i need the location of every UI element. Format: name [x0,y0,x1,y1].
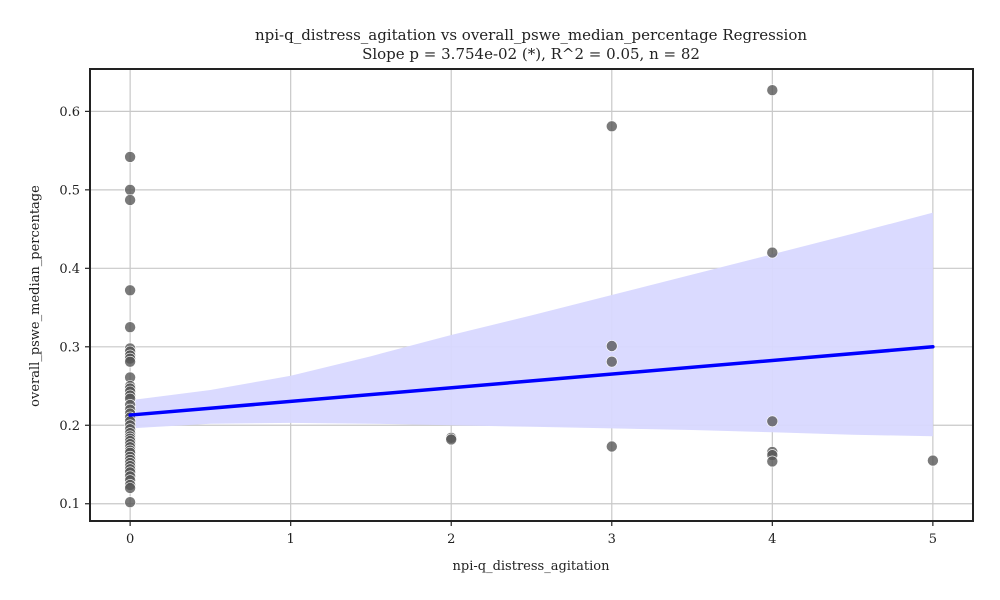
x-tick-label: 2 [447,532,455,547]
data-point [124,496,136,509]
data-point [605,340,618,352]
data-point [605,120,618,133]
data-point [445,433,458,446]
data-point [124,284,136,297]
y-tick-label: 0.6 [59,105,80,120]
x-tick-label: 5 [929,532,937,547]
data-point [124,194,136,206]
data-point [766,84,779,96]
data-point [605,440,618,453]
y-tick-label: 0.3 [59,340,80,355]
chart-subtitle: Slope p = 3.754e-02 (*), R^2 = 0.05, n =… [362,45,700,63]
x-axis-ticks: 0 1 2 3 4 5 [126,521,937,547]
data-point [124,355,136,368]
y-tick-label: 0.2 [59,419,80,434]
data-point [927,454,939,467]
plot-frame [89,68,974,522]
data-point [766,415,779,428]
chart-title: npi-q_distress_agitation vs overall_pswe… [255,26,807,44]
data-point [766,455,779,468]
x-axis-label: npi-q_distress_agitation [453,559,611,574]
data-point [124,184,136,196]
y-tick-label: 0.1 [59,497,80,512]
y-axis-label: overall_pswe_median_percentage [28,185,43,407]
scatter-points [124,84,939,509]
x-tick-label: 4 [768,532,776,547]
data-point [605,355,618,368]
data-point [766,246,779,259]
y-tick-label: 0.4 [59,262,80,277]
x-tick-label: 0 [126,532,134,547]
y-tick-label: 0.5 [59,183,80,198]
data-point [124,482,136,494]
y-axis-ticks: 0.1 0.2 0.3 0.4 0.5 0.6 [59,105,90,512]
regression-line [128,345,935,417]
confidence-band [130,212,933,437]
data-point [124,321,136,334]
x-tick-label: 1 [287,532,295,547]
x-tick-label: 3 [608,532,616,547]
data-point [124,151,136,163]
